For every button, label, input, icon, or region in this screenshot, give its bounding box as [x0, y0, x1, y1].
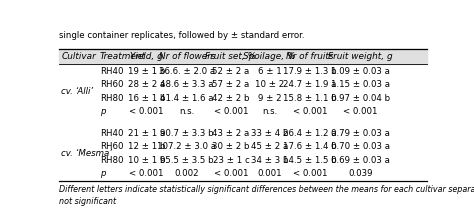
- Text: n.s.: n.s.: [262, 107, 277, 116]
- Text: 24.7 ± 1.9 a: 24.7 ± 1.9 a: [283, 80, 337, 89]
- Text: 57 ± 2 a: 57 ± 2 a: [212, 80, 250, 89]
- Text: Fruit set, %: Fruit set, %: [206, 52, 256, 61]
- Text: 17.6 ± 1.4 b: 17.6 ± 1.4 b: [283, 142, 337, 151]
- Text: 0.70 ± 0.03 a: 0.70 ± 0.03 a: [331, 142, 390, 151]
- Text: RH80: RH80: [100, 156, 123, 165]
- Text: 17.9 ± 1.3 b: 17.9 ± 1.3 b: [283, 67, 337, 76]
- Text: RH40: RH40: [100, 129, 123, 138]
- Text: Nr of fruits: Nr of fruits: [286, 52, 334, 61]
- Text: 12 ± 1 b: 12 ± 1 b: [128, 142, 165, 151]
- Text: 10 ± 1 b: 10 ± 1 b: [128, 156, 165, 165]
- Text: 0.001: 0.001: [257, 169, 282, 178]
- Text: 16 ± 1 b: 16 ± 1 b: [128, 94, 165, 102]
- Text: 14.5 ± 1.5 b: 14.5 ± 1.5 b: [283, 156, 337, 165]
- Text: not significant: not significant: [59, 197, 117, 206]
- Text: 10 ± 2: 10 ± 2: [255, 80, 284, 89]
- Text: 28 ± 2 a: 28 ± 2 a: [128, 80, 165, 89]
- Text: 41.4 ± 1.6 a: 41.4 ± 1.6 a: [160, 94, 214, 102]
- Text: 36.6. ± 2.0 a: 36.6. ± 2.0 a: [159, 67, 215, 76]
- Text: Cultivar: Cultivar: [62, 52, 96, 61]
- Text: 0.002: 0.002: [174, 169, 199, 178]
- Text: cv. ‘Alli’: cv. ‘Alli’: [61, 87, 93, 96]
- Text: < 0.001: < 0.001: [129, 107, 164, 116]
- Text: Fruit weight, g: Fruit weight, g: [328, 52, 393, 61]
- Text: RH40: RH40: [100, 67, 123, 76]
- Bar: [59, 49, 427, 64]
- Text: < 0.001: < 0.001: [293, 107, 327, 116]
- Text: p: p: [100, 107, 105, 116]
- Text: 0.039: 0.039: [348, 169, 373, 178]
- Text: 0.69 ± 0.03 a: 0.69 ± 0.03 a: [331, 156, 390, 165]
- Text: 21 ± 1 a: 21 ± 1 a: [128, 129, 165, 138]
- Text: 42 ± 2 b: 42 ± 2 b: [212, 94, 250, 102]
- Text: 9 ± 2: 9 ± 2: [258, 94, 282, 102]
- Text: 15.8 ± 1.1 b: 15.8 ± 1.1 b: [283, 94, 337, 102]
- Text: p: p: [100, 169, 105, 178]
- Text: 30 ± 2 b: 30 ± 2 b: [212, 142, 250, 151]
- Text: 48.6 ± 3.3 a: 48.6 ± 3.3 a: [160, 80, 214, 89]
- Text: 90.7 ± 3.3 b: 90.7 ± 3.3 b: [160, 129, 214, 138]
- Text: Spoilage, %: Spoilage, %: [243, 52, 296, 61]
- Text: 52 ± 2 a: 52 ± 2 a: [212, 67, 250, 76]
- Text: 6 ± 1: 6 ± 1: [258, 67, 282, 76]
- Text: 34 ± 3 b: 34 ± 3 b: [251, 156, 288, 165]
- Text: < 0.001: < 0.001: [343, 107, 378, 116]
- Text: 1.15 ± 0.03 a: 1.15 ± 0.03 a: [331, 80, 390, 89]
- Text: RH60: RH60: [100, 80, 123, 89]
- Text: 45 ± 2 a: 45 ± 2 a: [251, 142, 288, 151]
- Text: 0.79 ± 0.03 a: 0.79 ± 0.03 a: [331, 129, 390, 138]
- Text: RH60: RH60: [100, 142, 123, 151]
- Text: < 0.001: < 0.001: [293, 169, 327, 178]
- Text: 1.09 ± 0.03 a: 1.09 ± 0.03 a: [331, 67, 390, 76]
- Text: Yield, g: Yield, g: [130, 52, 163, 61]
- Text: 26.4 ± 1.2 a: 26.4 ± 1.2 a: [283, 129, 337, 138]
- Text: 19 ± 1 b: 19 ± 1 b: [128, 67, 165, 76]
- Text: < 0.001: < 0.001: [214, 169, 248, 178]
- Text: < 0.001: < 0.001: [214, 107, 248, 116]
- Text: 95.5 ± 3.5 b: 95.5 ± 3.5 b: [160, 156, 214, 165]
- Text: Nr of flowers: Nr of flowers: [159, 52, 215, 61]
- Text: Different letters indicate statistically significant differences between the mea: Different letters indicate statistically…: [59, 185, 474, 194]
- Text: 0.97 ± 0.04 b: 0.97 ± 0.04 b: [331, 94, 390, 102]
- Text: 43 ± 2 a: 43 ± 2 a: [212, 129, 250, 138]
- Text: 107.2 ± 3.0 a: 107.2 ± 3.0 a: [157, 142, 217, 151]
- Text: n.s.: n.s.: [179, 107, 194, 116]
- Text: 23 ± 1 c: 23 ± 1 c: [213, 156, 249, 165]
- Text: RH80: RH80: [100, 94, 123, 102]
- Text: cv. ‘Mesma’: cv. ‘Mesma’: [61, 149, 112, 158]
- Text: Treatment: Treatment: [100, 52, 146, 61]
- Text: single container replicates, followed by ± standard error.: single container replicates, followed by…: [59, 31, 305, 40]
- Text: 33 ± 4 b: 33 ± 4 b: [251, 129, 288, 138]
- Text: < 0.001: < 0.001: [129, 169, 164, 178]
